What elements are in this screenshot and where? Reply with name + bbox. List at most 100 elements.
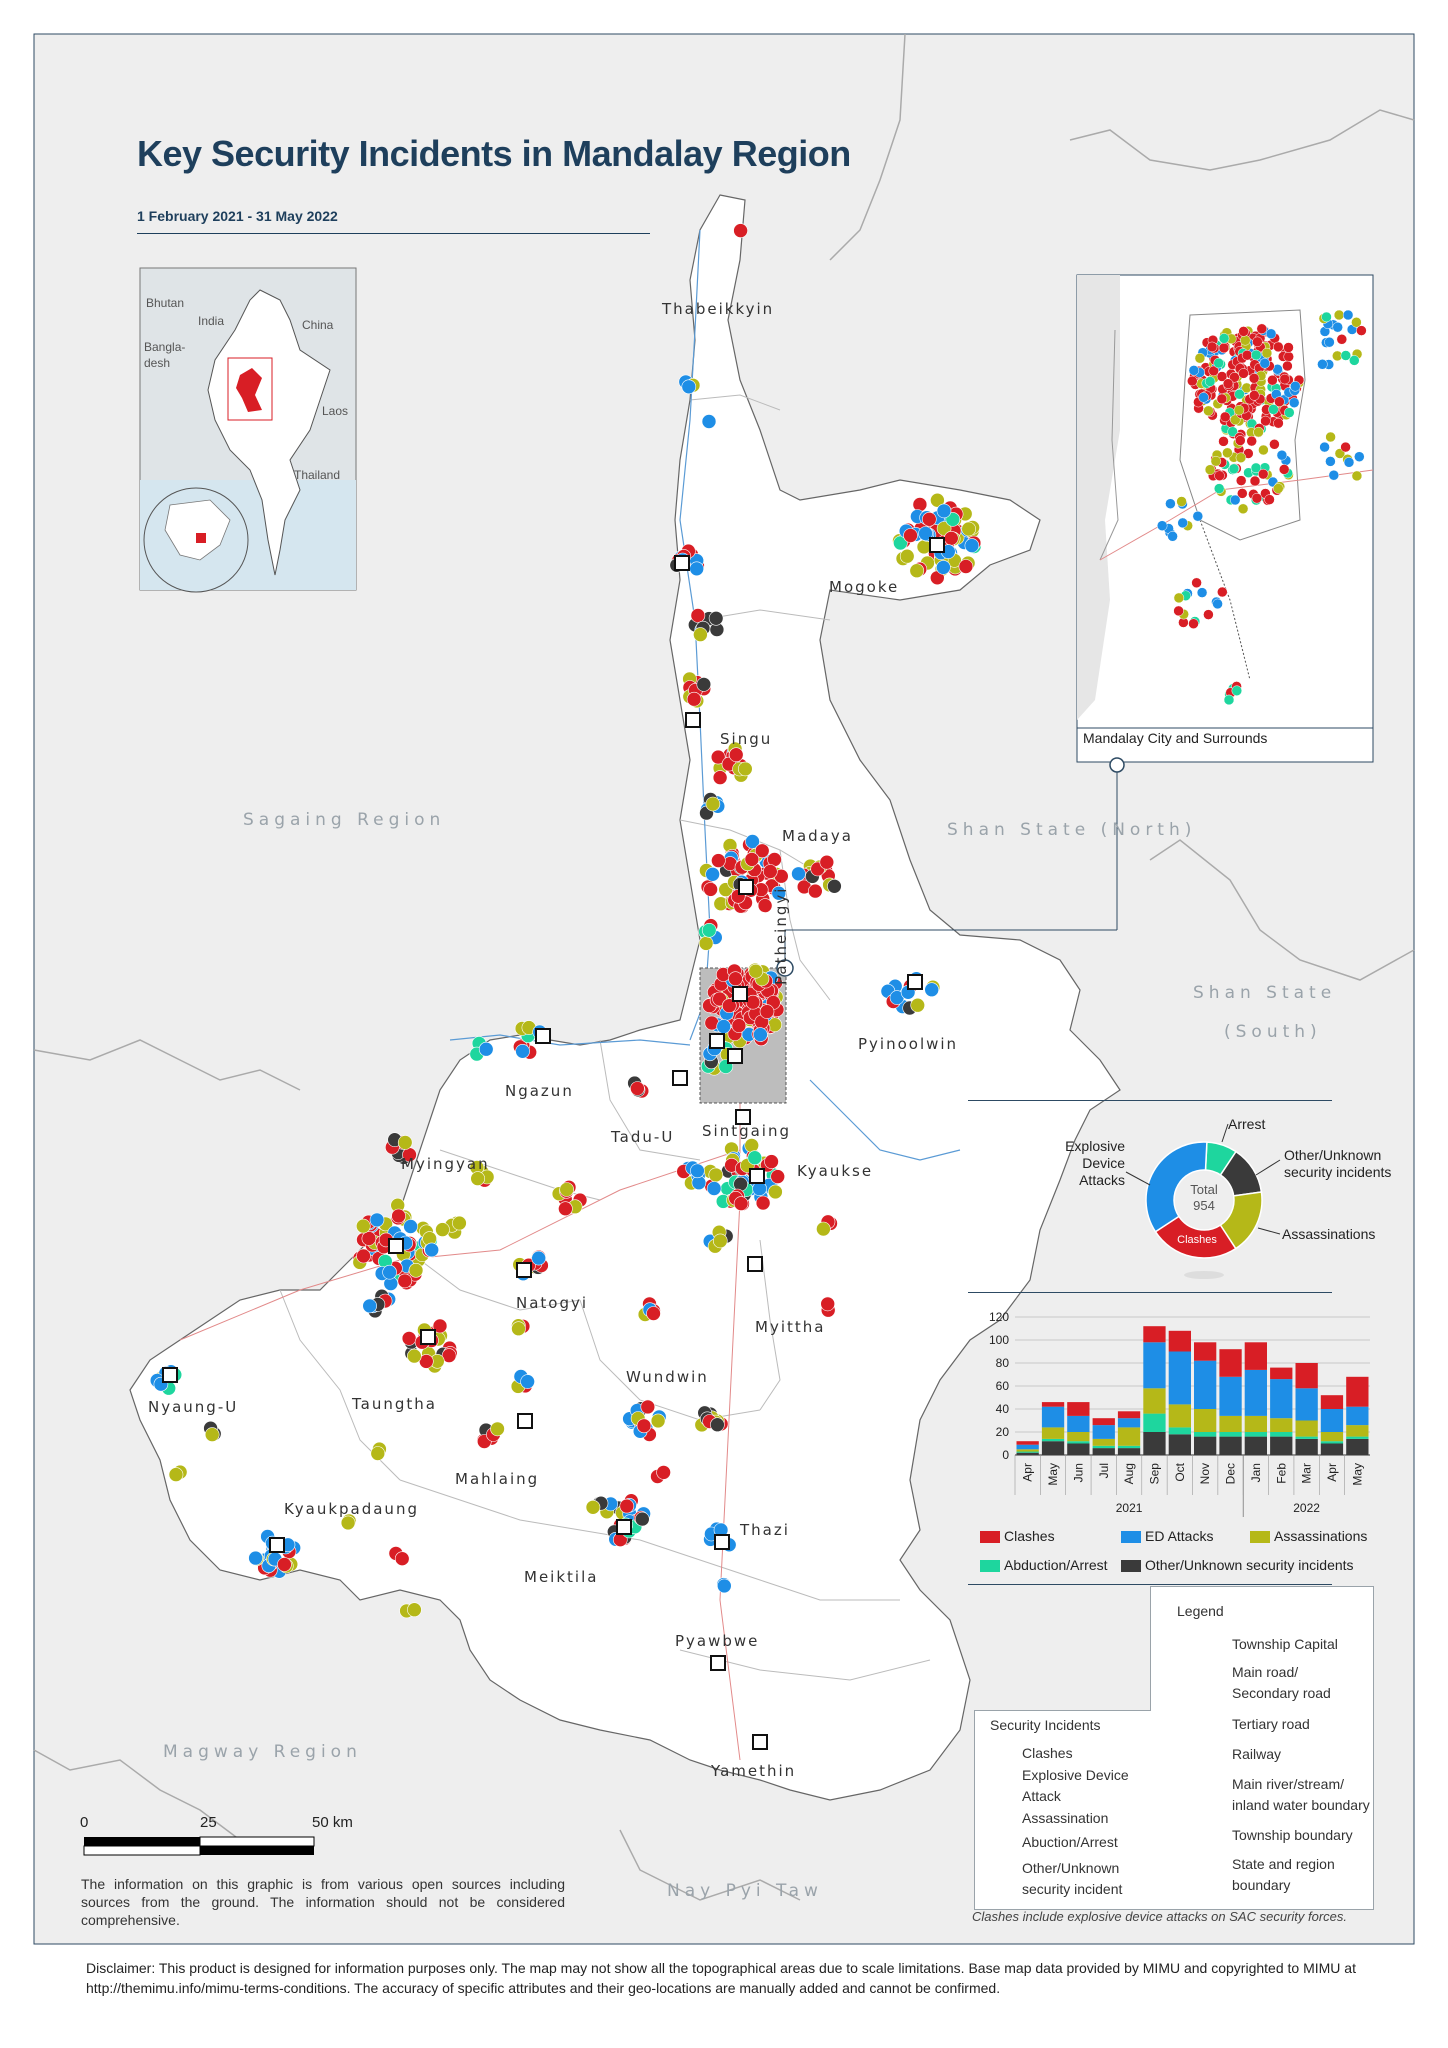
incident-dot: [690, 608, 706, 623]
inset-incident-dot: [1273, 417, 1284, 429]
incident-dot: [559, 1182, 575, 1197]
bar-segment: [1244, 1432, 1267, 1437]
inset-incident-dot: [1237, 503, 1249, 515]
bar-segment: [1346, 1376, 1369, 1407]
x-tick-label: Apr: [1021, 1463, 1035, 1482]
bar-segment: [1346, 1406, 1369, 1426]
inset-incident-dot: [1216, 371, 1228, 382]
overview-label-bhutan: Bhutan: [146, 296, 185, 310]
incident-dot: [585, 1500, 601, 1515]
donut-top-rule: [968, 1100, 1332, 1101]
incident-dot: [899, 548, 915, 564]
bar-segment: [1194, 1432, 1217, 1437]
bar-segment: [1244, 1342, 1267, 1370]
donut-total-value: 954: [1193, 1198, 1215, 1213]
inset-incident-dot: [1173, 605, 1184, 617]
legend-township-capital: Township Capital: [1232, 1636, 1338, 1652]
township-capital-marker: [749, 1168, 765, 1184]
bar-legend-other-text: Other/Unknown security incidents: [1145, 1557, 1354, 1573]
township-capital-marker: [616, 1519, 632, 1535]
legend-river-2: inland water boundary: [1232, 1797, 1370, 1813]
legend-main-road-2: Secondary road: [1232, 1685, 1331, 1701]
incident-dot: [689, 561, 705, 577]
inset-incident-dot: [1332, 321, 1343, 333]
township-capital-marker: [420, 1329, 436, 1345]
township-label-madaya: Madaya: [782, 827, 853, 845]
incident-dot: [827, 878, 842, 894]
inset-incident-dot: [1227, 426, 1238, 437]
bar-segment: [1194, 1342, 1217, 1361]
township-capital-marker: [735, 1109, 751, 1125]
bar-segment: [1092, 1418, 1115, 1426]
y-tick-label: 20: [996, 1425, 1010, 1439]
incident-dot: [768, 1184, 783, 1200]
incident-dot: [711, 853, 726, 868]
inset-incident-dot: [1284, 407, 1295, 418]
incident-dot: [703, 882, 718, 897]
page-subtitle: 1 February 2021 - 31 May 2022: [137, 208, 338, 224]
clashes-note: Clashes include explosive device attacks…: [972, 1909, 1348, 1924]
x-tick-label: Mar: [1300, 1463, 1314, 1484]
inset-incident-dot: [1273, 483, 1284, 494]
township-label-thazi: Thazi: [740, 1521, 790, 1539]
township-label-pyawbwe: Pyawbwe: [675, 1632, 760, 1650]
incident-dot: [912, 497, 928, 512]
donut-label-ed-1: Explosive: [1065, 1138, 1125, 1154]
bar-segment: [1270, 1436, 1293, 1455]
incident-dot: [708, 610, 724, 626]
donut-segment: [1145, 1141, 1208, 1233]
bar-segment: [1244, 1415, 1267, 1432]
region-label-sagaing: Sagaing Region: [243, 810, 446, 830]
inset-incident-dot: [1206, 341, 1218, 353]
bar-segment: [1219, 1415, 1242, 1432]
inset-incident-dot: [1204, 376, 1216, 387]
inset-incident-dot: [1198, 392, 1209, 403]
incident-dot: [394, 1551, 410, 1566]
incident-dot: [745, 994, 761, 1010]
bar-segment: [1270, 1367, 1293, 1380]
donut-label-arrest: Arrest: [1228, 1116, 1266, 1132]
inset-incident-dot: [1218, 333, 1230, 344]
bar-segment: [1041, 1402, 1065, 1407]
y-tick-label: 80: [996, 1356, 1010, 1370]
inset-incident-dot: [1249, 475, 1261, 487]
inset-incident-dot: [1282, 360, 1293, 372]
x-tick-label: Oct: [1173, 1462, 1187, 1481]
scale-label-end: 50 km: [312, 1814, 353, 1831]
inset-incident-dot: [1317, 359, 1328, 370]
bar-segment: [1092, 1448, 1115, 1455]
inset-incident-dot: [1267, 374, 1278, 386]
bar-segment: [1320, 1395, 1344, 1409]
incident-dot: [936, 521, 952, 536]
bar-segment: [1041, 1427, 1065, 1439]
incident-dot: [757, 898, 773, 913]
township-label-kyaukpadaung: Kyaukpadaung: [284, 1500, 419, 1518]
inset-incident-dot: [1324, 336, 1335, 348]
bar-segment: [1143, 1326, 1166, 1343]
bar-segment: [1219, 1436, 1242, 1455]
incident-dot: [771, 885, 787, 901]
bar-segment: [1194, 1409, 1217, 1432]
incident-dot: [728, 747, 744, 763]
incident-legend-other-1: Other/Unknown: [1022, 1860, 1120, 1876]
x-tick-label: Jul: [1097, 1463, 1111, 1478]
bar-segment: [1117, 1445, 1141, 1449]
x-tick-label: Feb: [1274, 1463, 1288, 1484]
bar-segment: [1016, 1444, 1039, 1450]
incident-dot: [686, 691, 702, 707]
bar-segment: [1092, 1425, 1115, 1439]
y-tick-label: 120: [989, 1310, 1009, 1324]
incident-dot: [744, 1138, 760, 1153]
township-label-myingyan: Myingyan: [401, 1155, 490, 1173]
inset-incident-dot: [1251, 492, 1263, 504]
incident-dot: [909, 563, 925, 579]
region-label-nay-pyi-taw: Nay Pyi Taw: [667, 1881, 823, 1901]
incident-dot: [435, 1222, 450, 1237]
donut-leader-line: [1125, 1171, 1151, 1186]
bar-segment: [1295, 1388, 1318, 1421]
inset-incident-dot: [1192, 510, 1204, 522]
inset-incident-dot: [1233, 404, 1245, 416]
township-label-sintgaing: Sintgaing: [702, 1122, 791, 1140]
incident-dot: [733, 223, 748, 238]
inset-incident-dot: [1222, 447, 1233, 459]
